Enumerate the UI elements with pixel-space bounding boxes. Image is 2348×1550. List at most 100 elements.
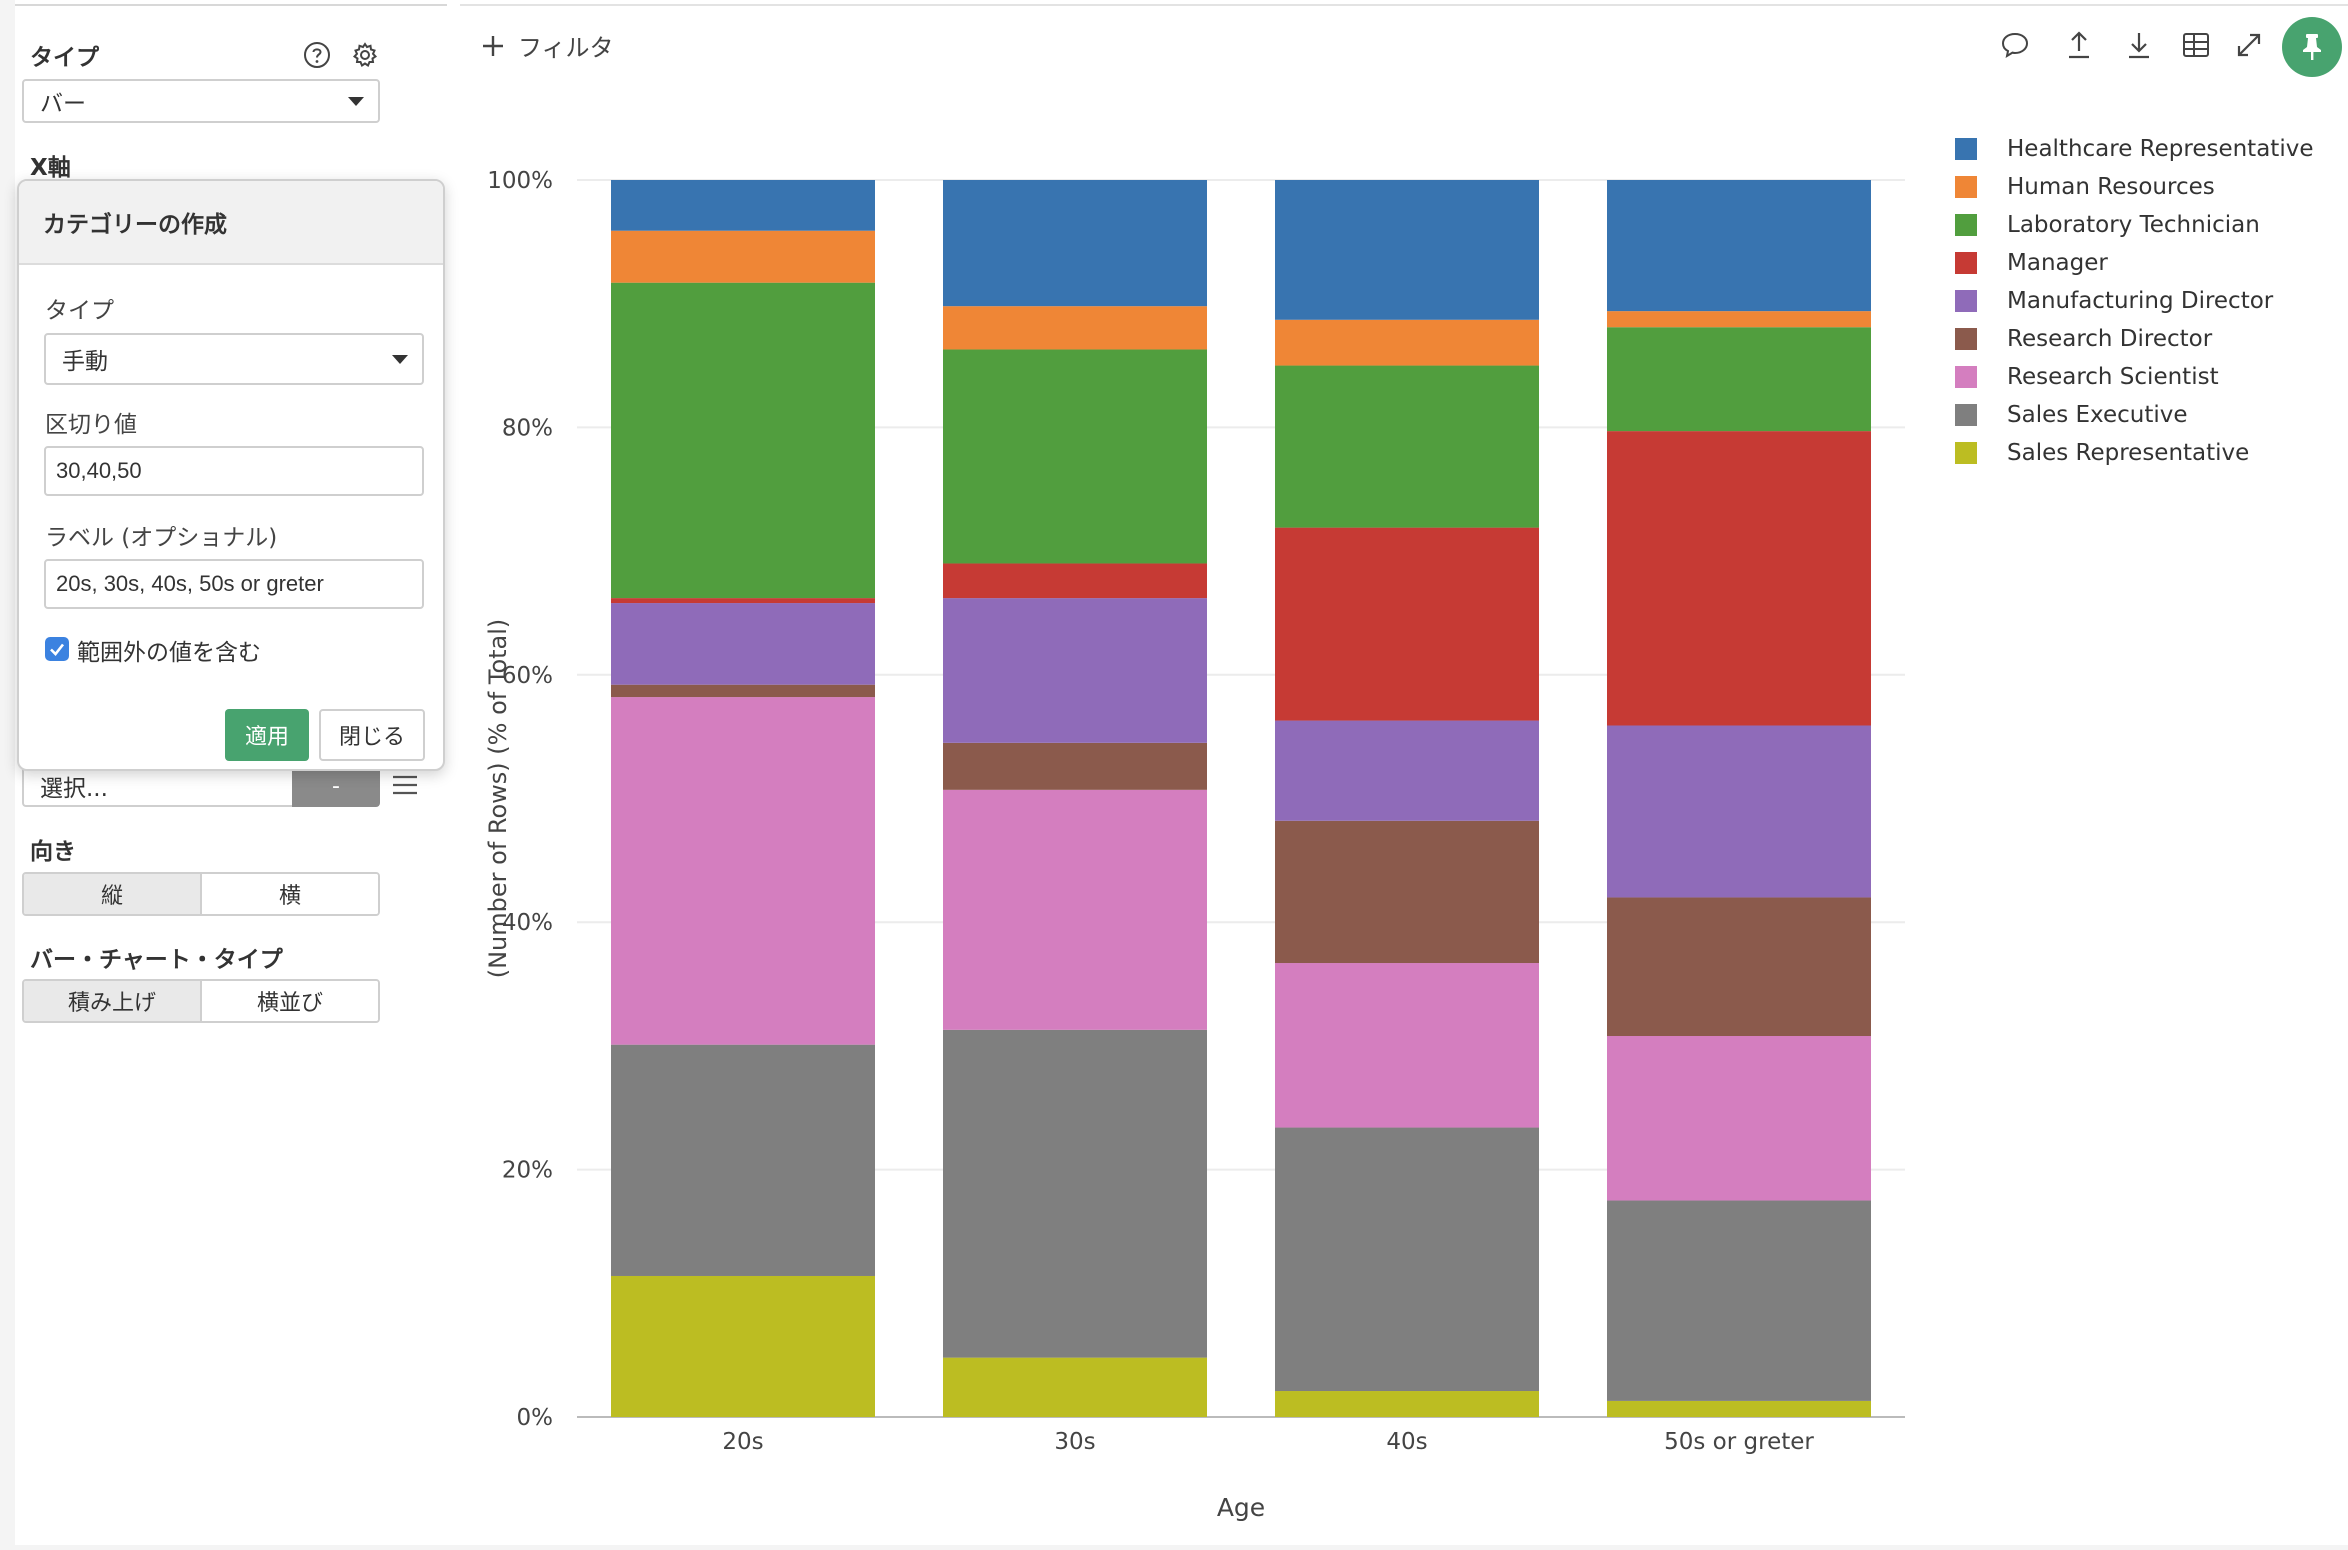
tab-strip-right [460,0,2348,6]
legend-item[interactable]: Laboratory Technician [1955,206,2313,244]
stacked-bar-chart: 0% 20% 40% 60% 80% 100% 20s 30s 40s 50s or greter… [484,168,1905,1522]
chart-type-select-value: バー [40,91,86,117]
expand-icon[interactable] [2232,28,2266,62]
x-tick-label: 20s [722,1429,763,1455]
y-tick-label: 20% [502,1158,553,1184]
tab-strip-left [15,0,447,6]
bar-segment [943,742,1207,790]
breaks-input-value: 30,40,50 [56,458,142,483]
legend-item[interactable]: Research Scientist [1955,358,2313,396]
breaks-label: 区切り値 [45,412,137,438]
legend-swatch [1955,290,1977,312]
bar-chart-type-toggle: 積み上げ 横並び [22,979,380,1023]
gear-icon[interactable] [350,40,380,70]
pin-button[interactable] [2282,17,2342,77]
legend-item[interactable]: Healthcare Representative [1955,130,2313,168]
bar-segment [611,603,875,685]
stacked-button[interactable]: 積み上げ [24,981,200,1021]
category-select[interactable]: 選択... [22,765,292,807]
legend-label: Laboratory Technician [2007,212,2260,238]
x-axis-title: Age [1217,1493,1265,1522]
x-axis-label: X軸 [30,155,71,181]
check-icon [50,643,65,656]
table-icon[interactable] [2179,28,2213,62]
popover-type-label: タイプ [45,298,114,324]
labels-input-value: 20s, 30s, 40s, 50s or greter [56,571,324,596]
comment-icon[interactable] [1998,28,2032,62]
bar-segment [611,282,875,599]
dash-button[interactable]: - [292,765,380,807]
bar-segment [943,306,1207,350]
legend-swatch [1955,366,1977,388]
orientation-horizontal-button[interactable]: 横 [200,874,378,914]
y-tick-label: 40% [502,910,553,936]
orientation-label: 向き [30,839,76,865]
filter-label: フィルタ [518,34,614,62]
y-tick-label: 60% [502,663,553,689]
bar-segment [1275,820,1539,964]
filter-button[interactable]: フィルタ [482,28,614,63]
bar-segment [943,563,1207,599]
legend-label: Manager [2007,250,2108,276]
legend-label: Sales Executive [2007,402,2188,428]
breaks-input[interactable]: 30,40,50 [44,446,424,496]
type-label: タイプ [30,45,99,71]
bar-segment [1275,180,1539,320]
bar-segment [1607,327,1871,432]
legend-item[interactable]: Human Resources [1955,168,2313,206]
x-tick-label: 50s or greter [1664,1429,1814,1455]
bar-segment [611,697,875,1045]
bar-segment [943,349,1207,564]
legend-item[interactable]: Manufacturing Director [1955,282,2313,320]
bar-segment [611,1275,875,1417]
bar-chart-type-label: バー・チャート・タイプ [30,947,283,973]
popover-type-value: 手動 [62,349,108,375]
chart-type-select[interactable]: バー [22,79,380,123]
popover-type-select[interactable]: 手動 [44,333,424,385]
menu-icon[interactable] [390,770,420,800]
chevron-down-icon [392,355,408,364]
bar-segment [1607,1200,1871,1401]
include-out-of-range-checkbox[interactable] [45,637,69,661]
bar-segment [943,598,1207,743]
bar-segment [1607,180,1871,312]
legend-item[interactable]: Sales Representative [1955,434,2313,472]
legend-label: Human Resources [2007,174,2215,200]
y-axis-title: (Number of Rows) (% of Total) [484,619,512,979]
apply-button[interactable]: 適用 [225,709,309,761]
legend-item[interactable]: Sales Executive [1955,396,2313,434]
legend-swatch [1955,176,1977,198]
bar-segment [1275,527,1539,721]
labels-input[interactable]: 20s, 30s, 40s, 50s or greter [44,559,424,609]
bar-segment [1275,319,1539,366]
legend-item[interactable]: Manager [1955,244,2313,282]
legend-item[interactable]: Research Director [1955,320,2313,358]
bar-segment [943,1029,1207,1358]
orientation-vertical-button[interactable]: 縦 [24,874,200,914]
legend-label: Healthcare Representative [2007,136,2314,162]
download-icon[interactable] [2122,28,2156,62]
legend-label: Manufacturing Director [2007,288,2274,314]
labels-label: ラベル (オプショナル) [45,525,278,551]
legend-swatch [1955,328,1977,350]
close-button[interactable]: 閉じる [319,709,425,761]
legend-swatch [1955,214,1977,236]
bar-segment [1607,1036,1871,1201]
help-icon[interactable] [302,40,332,70]
bar-segment [1607,725,1871,898]
upload-icon[interactable] [2062,28,2096,62]
legend-label: Research Director [2007,326,2213,352]
bar-segment [611,230,875,283]
orientation-toggle: 縦 横 [22,872,380,916]
side-by-side-button[interactable]: 横並び [200,981,378,1021]
y-tick-label: 80% [502,415,553,441]
bar-segment [1607,897,1871,1037]
bar-segment [611,684,875,698]
bar-segment [1275,1391,1539,1417]
bar-segment [1275,365,1539,528]
legend-label: Sales Representative [2007,440,2250,466]
chart-legend: Healthcare Representative Human Resources… [1955,130,2313,472]
y-tick-label: 0% [517,1405,554,1431]
popover-title: カテゴリーの作成 [19,181,443,265]
bar-segment [1275,720,1539,821]
